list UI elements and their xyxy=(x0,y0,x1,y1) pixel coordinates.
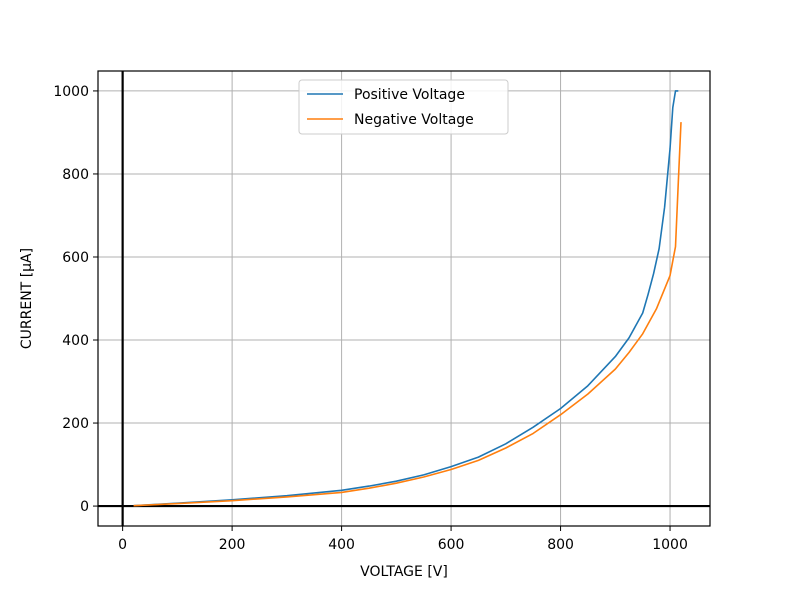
zero-lines xyxy=(98,71,710,526)
y-tick-label: 400 xyxy=(62,333,89,349)
y-tick-label: 600 xyxy=(62,250,89,266)
legend-label: Negative Voltage xyxy=(354,112,474,128)
series-line-positive xyxy=(133,90,679,507)
x-tick-label: 400 xyxy=(328,537,355,553)
x-tick-label: 200 xyxy=(219,537,246,553)
x-tick-label: 0 xyxy=(118,537,127,553)
series-line-negative xyxy=(133,122,682,507)
x-tick-label: 600 xyxy=(438,537,465,553)
grid xyxy=(98,71,710,526)
x-tick-label: 800 xyxy=(547,537,574,553)
x-tick-label: 1000 xyxy=(652,537,688,553)
plot-frame xyxy=(97,70,711,527)
y-axis-title: CURRENT [µA] xyxy=(19,248,35,349)
y-tick-label: 0 xyxy=(80,499,89,515)
legend-label: Positive Voltage xyxy=(354,87,465,103)
legend: Positive Voltage Negative Voltage xyxy=(298,79,509,135)
ticks: 0 200 400 600 800 1000 0 200 400 600 800 1000 xyxy=(53,84,688,553)
y-tick-label: 200 xyxy=(62,416,89,432)
series-layer xyxy=(133,90,682,507)
y-tick-label: 800 xyxy=(62,167,89,183)
x-axis-title: VOLTAGE [V] xyxy=(360,564,448,580)
y-tick-label: 1000 xyxy=(53,84,89,100)
legend-box xyxy=(298,79,509,135)
